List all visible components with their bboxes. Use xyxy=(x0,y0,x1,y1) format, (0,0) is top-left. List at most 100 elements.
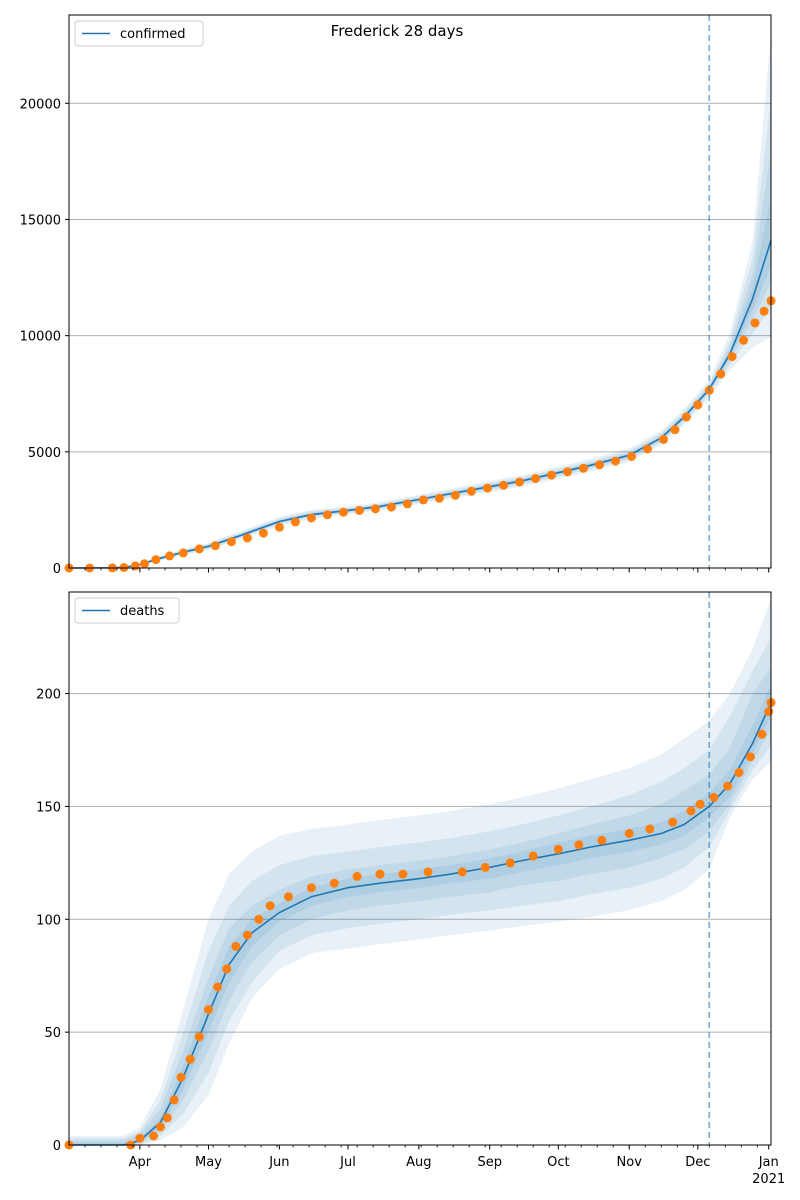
observed-point xyxy=(759,306,769,316)
legend: deaths xyxy=(74,597,180,624)
observed-point xyxy=(547,470,556,480)
observed-point xyxy=(659,435,668,444)
observed-point xyxy=(627,452,636,461)
observed-point xyxy=(398,869,408,879)
observed-point xyxy=(274,522,284,532)
observed-point xyxy=(686,806,696,816)
observed-point xyxy=(370,504,380,514)
observed-point xyxy=(151,555,161,565)
observed-point xyxy=(375,869,385,879)
observed-point xyxy=(204,1005,213,1015)
x-tick-label: Aug xyxy=(406,1155,431,1170)
observed-point xyxy=(553,844,563,854)
x-year-label: 2021 xyxy=(752,1172,785,1187)
observed-point xyxy=(727,352,737,362)
y-tick-label: 200 xyxy=(36,688,61,703)
observed-point xyxy=(386,502,396,512)
observed-point xyxy=(579,463,588,473)
shared-x-axis: Apr May Jun Jul Aug Sep Oct Nov Dec Jan 2021 xyxy=(129,1155,786,1187)
observed-point xyxy=(515,477,524,487)
observed-point xyxy=(645,824,655,834)
legend-label: confirmed xyxy=(120,27,186,42)
observed-point xyxy=(723,781,733,791)
y-tick-label: 0 xyxy=(53,562,61,577)
legend: confirmed xyxy=(74,20,204,47)
observed-point xyxy=(764,707,774,717)
uncertainty-band-1 xyxy=(69,598,771,1145)
observed-point xyxy=(194,1032,204,1042)
x-tick-label: Oct xyxy=(547,1155,569,1170)
x-tick-label: Sep xyxy=(477,1155,502,1170)
observed-point xyxy=(213,982,223,992)
observed-point xyxy=(480,862,490,872)
observed-point xyxy=(352,871,362,881)
x-tick-label: May xyxy=(195,1155,222,1170)
observed-point xyxy=(140,559,149,569)
observed-point xyxy=(222,964,232,974)
observed-point xyxy=(624,829,634,838)
plot-frame xyxy=(68,591,772,1146)
observed-point xyxy=(258,528,268,538)
y-tick-label: 50 xyxy=(44,1026,61,1041)
observed-point xyxy=(162,1113,172,1123)
observed-point xyxy=(670,425,680,435)
observed-point xyxy=(745,752,755,762)
plot-frame xyxy=(68,14,772,569)
observed-point xyxy=(130,561,140,571)
observed-point xyxy=(716,369,726,379)
observed-point xyxy=(757,729,767,739)
observed-point xyxy=(169,1095,179,1105)
observed-point xyxy=(528,851,538,861)
y-tick-label: 10000 xyxy=(20,330,61,345)
observed-point xyxy=(231,941,241,951)
observed-point xyxy=(734,768,744,778)
observed-point xyxy=(505,858,515,868)
observed-point xyxy=(668,817,678,827)
observed-point xyxy=(242,533,252,543)
observed-point xyxy=(739,335,749,345)
observed-point xyxy=(595,460,604,470)
observed-point xyxy=(254,914,264,924)
uncertainty-band-4 xyxy=(69,196,771,568)
panel-confirmed: 0 5000 10000 15000 20000 confirmed xyxy=(20,14,776,577)
y-tick-label: 5000 xyxy=(28,446,61,461)
x-tick-label: Jul xyxy=(339,1155,356,1170)
observed-point xyxy=(457,867,467,877)
observed-point xyxy=(563,467,572,477)
observed-point xyxy=(450,490,460,500)
observed-point xyxy=(750,318,760,328)
observed-point xyxy=(574,840,584,850)
observed-point xyxy=(531,474,540,483)
x-tick-label: Nov xyxy=(617,1155,643,1170)
observed-point xyxy=(178,548,188,558)
observed-point xyxy=(681,412,691,422)
x-tick-label: Jan xyxy=(758,1155,779,1170)
y-tick-label: 20000 xyxy=(20,97,61,112)
y-tick-label: 0 xyxy=(53,1139,61,1154)
uncertainty-band-2 xyxy=(69,637,771,1145)
observed-point xyxy=(597,835,607,845)
observed-point xyxy=(194,544,204,554)
x-tick-label: Jun xyxy=(268,1155,289,1170)
chart-title: Frederick 28 days xyxy=(331,22,464,40)
panel-deaths: 0 50 100 150 200 deaths xyxy=(36,591,776,1154)
observed-point xyxy=(695,799,705,809)
x-tick-label: Dec xyxy=(685,1155,710,1170)
observed-point xyxy=(499,480,508,490)
uncertainty-band-1 xyxy=(69,33,771,569)
observed-point xyxy=(418,495,428,505)
observed-point xyxy=(306,513,316,523)
y-tick-label: 100 xyxy=(36,913,61,928)
observed-point xyxy=(322,510,332,520)
observed-point xyxy=(149,1131,159,1141)
observed-point xyxy=(466,486,476,496)
y-tick-label: 150 xyxy=(36,800,61,815)
observed-point xyxy=(693,400,703,410)
observed-point xyxy=(226,537,236,547)
observed-point xyxy=(265,901,275,911)
observed-point xyxy=(210,541,220,551)
observed-point xyxy=(709,792,719,802)
observed-point xyxy=(402,499,412,509)
observed-point xyxy=(306,883,316,893)
